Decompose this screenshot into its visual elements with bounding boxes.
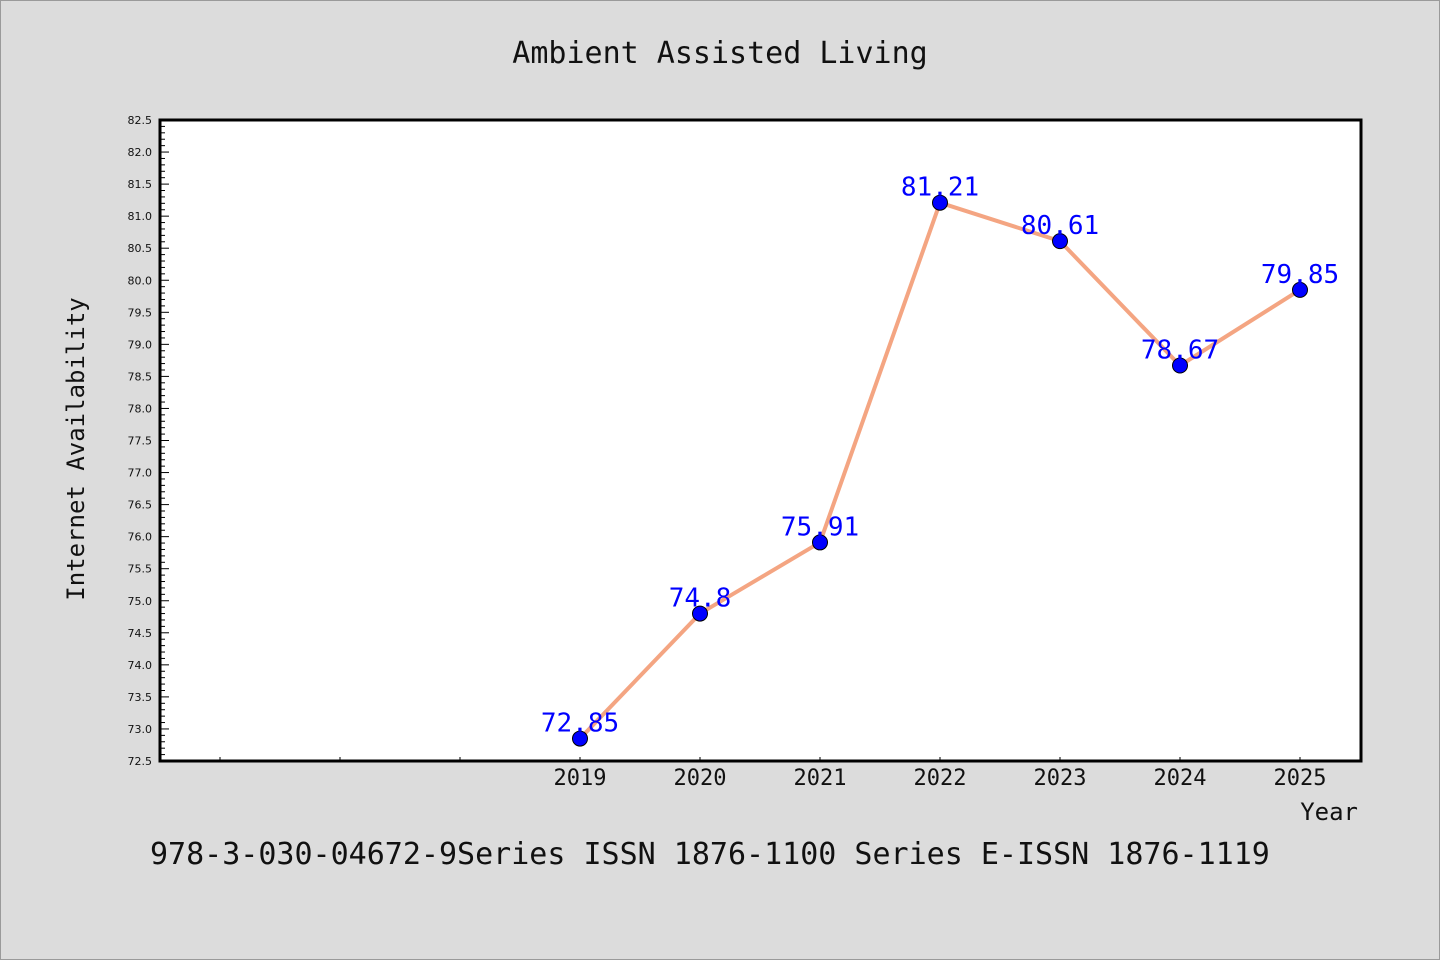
data-point bbox=[572, 730, 588, 747]
footer-isbn-issn: 978-3-030-04672-9Series ISSN 1876-1100 S… bbox=[150, 837, 1270, 872]
y-tick-label: 80.5 bbox=[128, 242, 153, 255]
data-point bbox=[1172, 357, 1188, 374]
y-tick-label: 79.0 bbox=[128, 338, 153, 351]
data-label: 80.61 bbox=[1021, 211, 1099, 241]
y-tick-label: 77.0 bbox=[128, 467, 153, 480]
y-tick-label: 78.0 bbox=[128, 402, 153, 415]
x-tick-label: 2024 bbox=[1154, 766, 1207, 791]
y-tick-label: 82.0 bbox=[128, 146, 153, 159]
x-tick-label: 2021 bbox=[794, 766, 847, 791]
data-point bbox=[932, 194, 948, 211]
x-tick-label: 2019 bbox=[554, 766, 607, 791]
y-tick-label: 82.5 bbox=[128, 114, 153, 127]
data-point bbox=[1292, 281, 1308, 298]
data-label: 74.8 bbox=[669, 584, 732, 614]
y-axis-label: Internet Availability bbox=[62, 297, 90, 600]
data-point bbox=[812, 534, 828, 551]
x-axis-label: Year bbox=[1300, 798, 1358, 826]
y-tick-label: 75.0 bbox=[128, 595, 153, 608]
y-tick-label: 73.5 bbox=[128, 691, 153, 704]
chart-title: Ambient Assisted Living bbox=[512, 36, 927, 71]
x-tick-label: 2020 bbox=[674, 766, 727, 791]
data-label: 81.21 bbox=[901, 173, 979, 203]
y-axis: 72.5 73.0 73.5 74.0 74.5 75.0 75.5 76.0 76.5 77.0… bbox=[128, 114, 169, 768]
y-tick-label: 78.5 bbox=[128, 370, 153, 383]
x-axis: 2019 2020 2021 2022 2023 2024 2025 bbox=[219, 757, 1327, 791]
y-tick-label: 76.5 bbox=[128, 499, 153, 512]
plot-area bbox=[158, 118, 1363, 763]
data-label: 78.67 bbox=[1141, 336, 1219, 366]
x-tick-label: 2023 bbox=[1034, 766, 1087, 791]
data-point bbox=[1052, 233, 1068, 250]
y-tick-label: 81.5 bbox=[128, 178, 153, 191]
data-labels: 72.85 74.8 75.91 81.21 80.61 78.67 79.85 bbox=[541, 173, 1339, 739]
x-tick-label: 2022 bbox=[914, 766, 967, 791]
y-tick-label: 74.0 bbox=[128, 659, 153, 672]
y-tick-label: 73.0 bbox=[128, 723, 153, 736]
y-tick-label: 80.0 bbox=[128, 274, 153, 287]
y-tick-label: 75.5 bbox=[128, 563, 153, 576]
data-point bbox=[692, 605, 708, 622]
y-tick-label: 79.5 bbox=[128, 306, 153, 319]
y-tick-label: 81.0 bbox=[128, 210, 153, 223]
y-tick-label: 77.5 bbox=[128, 435, 153, 448]
data-label: 79.85 bbox=[1261, 260, 1339, 290]
y-tick-label: 72.5 bbox=[128, 755, 153, 768]
y-tick-label: 74.5 bbox=[128, 627, 153, 640]
x-tick-label: 2025 bbox=[1274, 766, 1327, 791]
y-tick-label: 76.0 bbox=[128, 531, 153, 544]
series-line bbox=[572, 194, 1308, 747]
data-label: 72.85 bbox=[541, 709, 619, 739]
data-label: 75.91 bbox=[781, 512, 859, 542]
